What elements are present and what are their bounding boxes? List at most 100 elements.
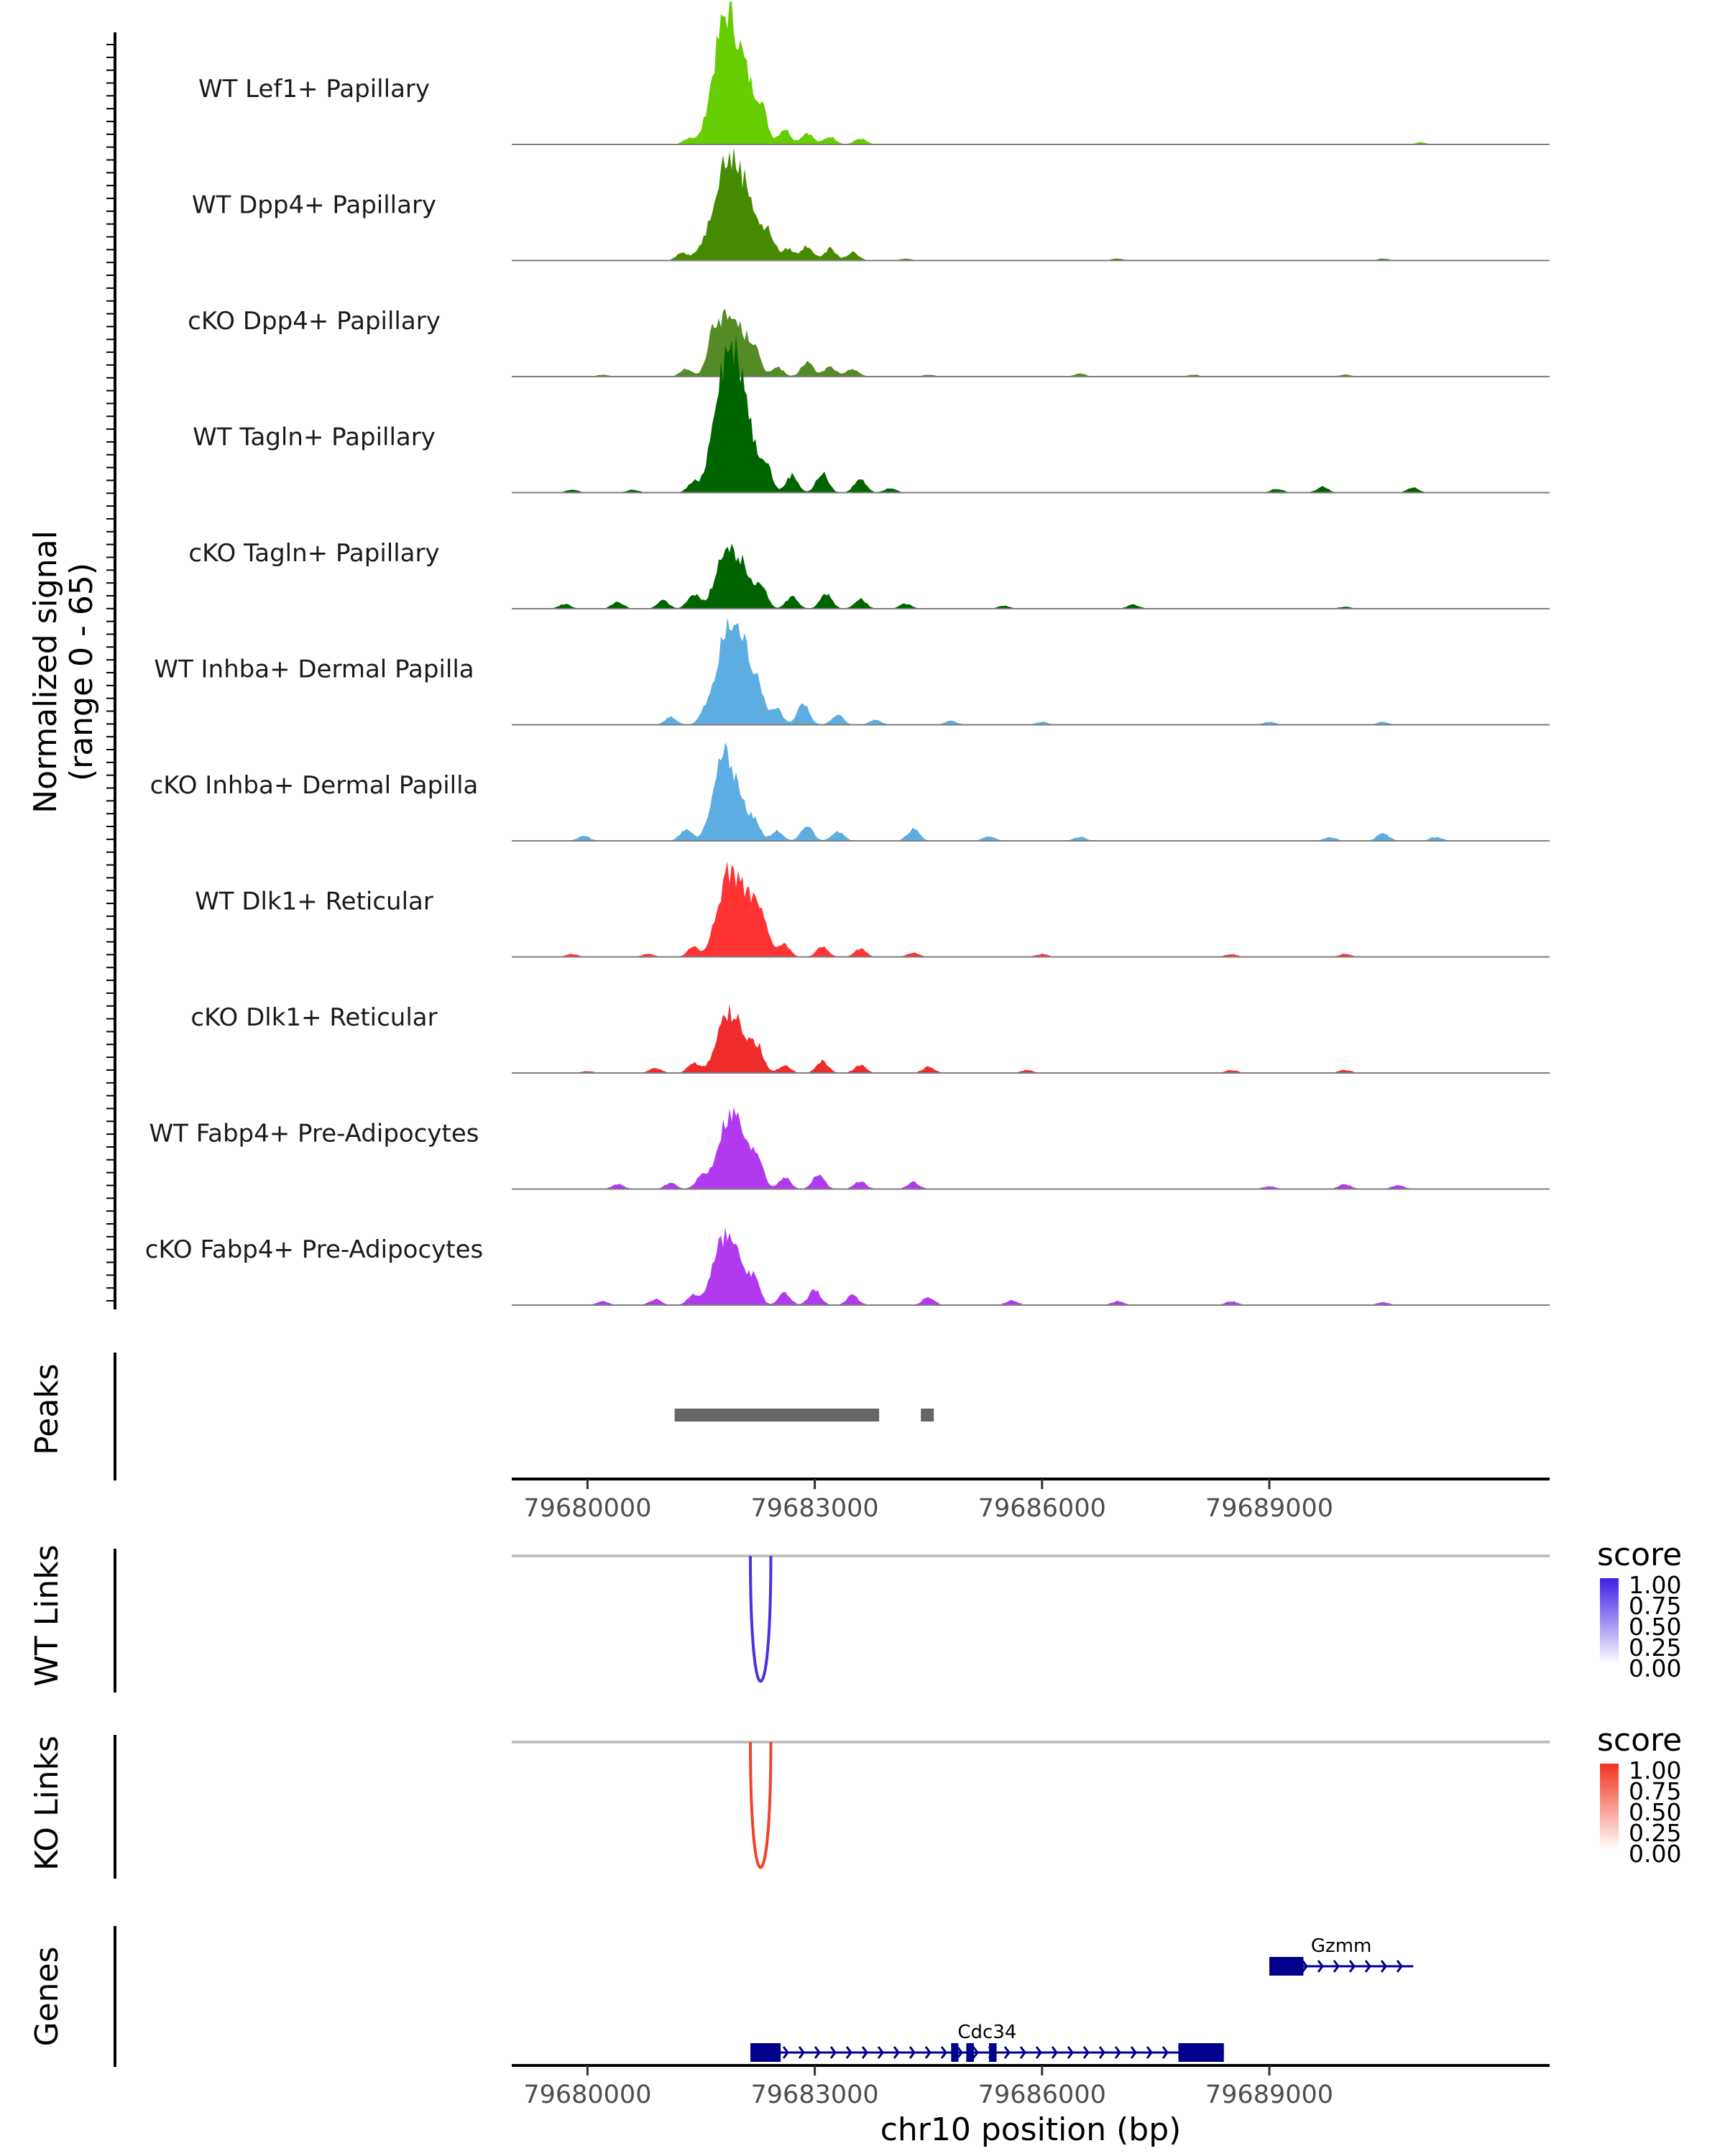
strand-arrow — [893, 2046, 900, 2059]
coverage-area — [512, 1, 1550, 144]
coverage-track: WT Fabp4+ Pre-Adipocytes — [150, 1107, 1550, 1190]
link-arc — [749, 1741, 773, 1869]
coverage-area — [512, 308, 1550, 377]
x-axis-bottom: 79680000 79683000 79686000 79689000 chr10 po… — [512, 2064, 1550, 2148]
strand-arrow — [1348, 1960, 1356, 1973]
strand-arrow — [1067, 2046, 1074, 2059]
coverage-area — [512, 617, 1550, 725]
legend-tick-label: 0.25 — [1629, 1819, 1681, 1847]
coverage-area — [512, 1227, 1550, 1305]
wt-links-label: WT Links — [29, 1544, 65, 1686]
strand-arrow — [1364, 1960, 1371, 1973]
coverage-area — [512, 861, 1550, 957]
genes-label: Genes — [29, 1946, 65, 2046]
strand-arrow — [1146, 2046, 1153, 2059]
strand-arrow — [956, 2046, 963, 2059]
legend-tick-label: 0.75 — [1629, 1592, 1681, 1620]
strand-arrow — [1317, 1960, 1324, 1973]
coverage-track: cKO Inhba+ Dermal Papilla — [150, 742, 1550, 842]
strand-arrow — [1019, 2046, 1026, 2059]
strand-arrow — [1380, 1960, 1387, 1973]
strand-arrow — [829, 2046, 837, 2059]
gene-exon — [966, 2043, 974, 2062]
x-tick-label: 79683000 — [751, 2081, 879, 2109]
coverage-track: WT Dlk1+ Reticular — [195, 861, 1550, 958]
legend-tick-label: 0.00 — [1629, 1840, 1681, 1868]
coverage-area — [512, 742, 1550, 841]
coverage-panel: WT Lef1+ Papillary WT Dpp4+ Papillary cKO … — [27, 1, 1550, 1309]
x-tick-label: 79683000 — [751, 1494, 879, 1523]
coverage-area — [512, 543, 1550, 609]
coverage-track: WT Tagln+ Papillary — [193, 334, 1550, 494]
x-tick-label: 79686000 — [978, 2081, 1106, 2109]
legend-title: score — [1597, 1722, 1682, 1759]
gene-exon — [750, 2043, 781, 2062]
strand-arrow — [877, 2046, 884, 2059]
legend-tick-label: 1.00 — [1629, 1571, 1681, 1599]
strand-arrow — [1035, 2046, 1042, 2059]
strand-arrow — [845, 2046, 852, 2059]
strand-arrow — [782, 2046, 789, 2059]
track-label: cKO Tagln+ Papillary — [188, 539, 439, 568]
y-axis-subtitle: (range 0 - 65) — [63, 563, 100, 781]
strand-arrow — [1003, 2046, 1011, 2059]
strand-arrow — [861, 2046, 868, 2059]
strand-arrow — [908, 2046, 916, 2059]
track-label: cKO Fabp4+ Pre-Adipocytes — [145, 1235, 484, 1264]
legend-tick-label: 0.50 — [1629, 1798, 1681, 1826]
x-tick-label: 79689000 — [1205, 1494, 1333, 1523]
legend-tick-label: 1.00 — [1629, 1756, 1681, 1784]
strand-arrow — [1114, 2046, 1121, 2059]
track-label: WT Fabp4+ Pre-Adipocytes — [150, 1120, 479, 1148]
coverage-area — [512, 334, 1550, 493]
legend-colorbar — [1600, 1578, 1619, 1664]
gene-exon — [951, 2043, 959, 2062]
legends: score1.000.750.500.250.00score1.000.750.… — [1597, 1537, 1682, 1868]
coverage-track: WT Lef1+ Papillary — [198, 1, 1550, 145]
x-tick-label: 79680000 — [523, 1494, 651, 1523]
gene-model: Cdc34 — [750, 2022, 1224, 2062]
coverage-track: WT Inhba+ Dermal Papilla — [154, 617, 1550, 726]
coverage-track: cKO Dpp4+ Papillary — [188, 307, 1550, 377]
links-panel — [114, 1549, 1550, 1879]
strand-arrow — [814, 2046, 821, 2059]
track-label: WT Lef1+ Papillary — [198, 75, 430, 103]
peak-interval — [674, 1409, 880, 1422]
legend-colorbar — [1600, 1764, 1619, 1850]
genes-panel: Gzmm Cdc34 — [114, 1926, 1414, 2067]
x-tick-label: 79680000 — [523, 2081, 651, 2109]
link-arc — [749, 1555, 773, 1683]
gene-exon — [1178, 2043, 1224, 2062]
strand-arrow — [972, 2046, 979, 2059]
coverage-track: cKO Tagln+ Papillary — [188, 539, 1550, 609]
y-axis-title: Normalized signal — [27, 530, 64, 814]
strand-arrow — [1333, 1960, 1340, 1973]
coverage-area — [512, 1003, 1550, 1073]
strand-arrow — [1051, 2046, 1058, 2059]
strand-arrow — [1130, 2046, 1137, 2059]
strand-arrow — [1098, 2046, 1105, 2059]
legend-title: score — [1597, 1537, 1682, 1573]
ko-links-label: KO Links — [29, 1736, 65, 1871]
x-axis-top: 79680000 79683000 79686000 79689000 — [512, 1478, 1550, 1523]
legend-tick-label: 0.50 — [1629, 1613, 1681, 1641]
gene-name: Gzmm — [1311, 1935, 1371, 1957]
peaks-panel — [114, 1353, 934, 1480]
gene-exon — [1269, 1957, 1304, 1976]
track-label: WT Dpp4+ Papillary — [192, 191, 436, 220]
legend-tick-label: 0.00 — [1629, 1654, 1681, 1682]
track-label: WT Tagln+ Papillary — [193, 423, 436, 452]
track-label: cKO Inhba+ Dermal Papilla — [150, 771, 479, 800]
peak-interval — [921, 1409, 934, 1422]
gene-name: Cdc34 — [957, 2022, 1016, 2043]
track-label: WT Dlk1+ Reticular — [195, 888, 433, 916]
coverage-area — [512, 1107, 1550, 1189]
strand-arrow — [1082, 2046, 1090, 2059]
strand-arrow — [1396, 1960, 1403, 1973]
strand-arrow — [1301, 1960, 1308, 1973]
strand-arrow — [924, 2046, 932, 2059]
track-label: cKO Dpp4+ Papillary — [188, 307, 441, 336]
